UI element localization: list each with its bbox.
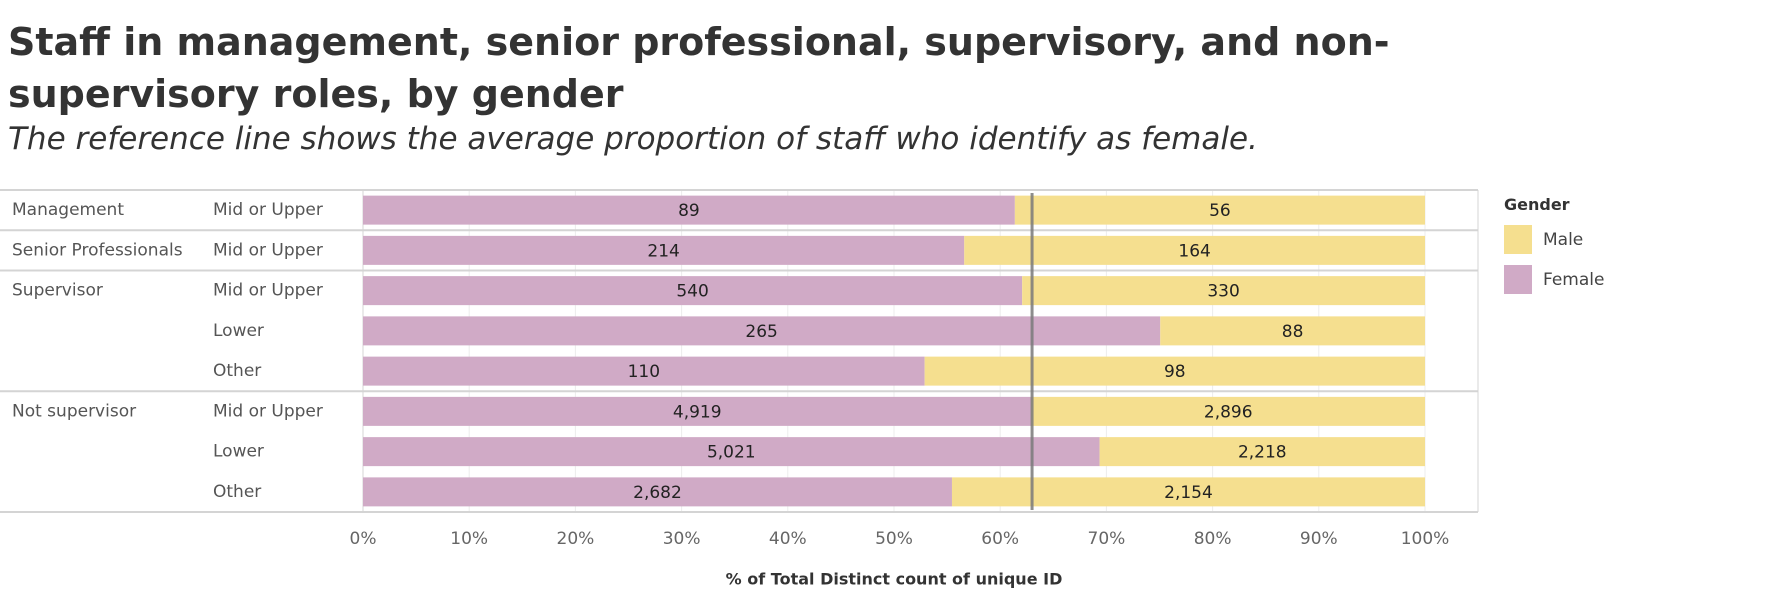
bar-female bbox=[363, 195, 1015, 225]
data-label-male: 56 bbox=[1209, 201, 1231, 221]
bar-male bbox=[1022, 276, 1425, 306]
x-tick-label: 100% bbox=[1401, 529, 1450, 549]
x-tick-label: 40% bbox=[769, 529, 807, 549]
row-label: Mid or Upper bbox=[213, 200, 323, 220]
data-label-male: 2,218 bbox=[1238, 443, 1287, 463]
legend-label-male: Male bbox=[1543, 229, 1584, 250]
legend-title: Gender bbox=[1504, 195, 1570, 214]
row-label: Lower bbox=[213, 321, 264, 341]
data-label-male: 2,896 bbox=[1204, 402, 1253, 422]
data-label-female: 2,682 bbox=[633, 483, 682, 503]
x-tick-label: 0% bbox=[350, 529, 377, 549]
data-label-male: 98 bbox=[1164, 362, 1186, 382]
group-label: Senior Professionals bbox=[12, 240, 183, 260]
x-tick-label: 10% bbox=[450, 529, 488, 549]
row-label: Mid or Upper bbox=[213, 281, 323, 301]
chart-subtitle: The reference line shows the average pro… bbox=[8, 121, 1258, 157]
group-label: Supervisor bbox=[12, 281, 103, 301]
legend-item-female[interactable]: Female bbox=[1504, 265, 1604, 294]
data-label-male: 330 bbox=[1207, 282, 1239, 302]
chart-title: Staff in management, senior professional… bbox=[8, 20, 1390, 116]
row-label: Other bbox=[213, 482, 261, 502]
data-label-female: 265 bbox=[745, 322, 777, 342]
x-tick-label: 80% bbox=[1194, 529, 1232, 549]
x-tick-label: 70% bbox=[1088, 529, 1126, 549]
data-label-female: 5,021 bbox=[707, 443, 756, 463]
bar-female bbox=[363, 477, 952, 507]
bar-male bbox=[1031, 396, 1425, 426]
bar-male bbox=[964, 235, 1425, 265]
row-label: Mid or Upper bbox=[213, 240, 323, 260]
data-label-female: 89 bbox=[678, 201, 700, 221]
bar-female bbox=[363, 356, 925, 386]
bar-female bbox=[363, 316, 1161, 346]
legend-swatch-female bbox=[1504, 265, 1532, 294]
group-label: Management bbox=[12, 200, 124, 220]
x-tick-label: 50% bbox=[875, 529, 913, 549]
x-tick-label: 30% bbox=[663, 529, 701, 549]
bar-female bbox=[363, 437, 1100, 467]
bar-female bbox=[363, 235, 965, 265]
data-label-female: 214 bbox=[647, 241, 679, 261]
bar-female bbox=[363, 276, 1023, 306]
bar-female bbox=[363, 396, 1032, 426]
row-label: Mid or Upper bbox=[213, 401, 323, 421]
legend-item-male[interactable]: Male bbox=[1504, 225, 1604, 254]
bar-male bbox=[1014, 195, 1425, 225]
x-tick-label: 20% bbox=[557, 529, 595, 549]
row-label: Lower bbox=[213, 442, 264, 462]
legend-swatch-male bbox=[1504, 225, 1532, 254]
data-label-female: 4,919 bbox=[673, 402, 722, 422]
data-label-male: 2,154 bbox=[1164, 483, 1213, 503]
legend-label-female: Female bbox=[1543, 269, 1605, 290]
x-tick-label: 90% bbox=[1300, 529, 1338, 549]
x-tick-label: 60% bbox=[981, 529, 1019, 549]
row-label: Other bbox=[213, 361, 261, 381]
legend: Gender Male Female bbox=[1504, 195, 1604, 294]
bar-male bbox=[924, 356, 1425, 386]
group-label: Not supervisor bbox=[12, 401, 136, 421]
data-label-male: 164 bbox=[1178, 241, 1210, 261]
bar-male bbox=[1099, 437, 1425, 467]
x-axis-title: % of Total Distinct count of unique ID bbox=[726, 570, 1063, 589]
bar-male bbox=[1160, 316, 1425, 346]
data-label-male: 88 bbox=[1282, 322, 1304, 342]
data-label-female: 540 bbox=[676, 282, 708, 302]
data-label-female: 110 bbox=[628, 362, 660, 382]
